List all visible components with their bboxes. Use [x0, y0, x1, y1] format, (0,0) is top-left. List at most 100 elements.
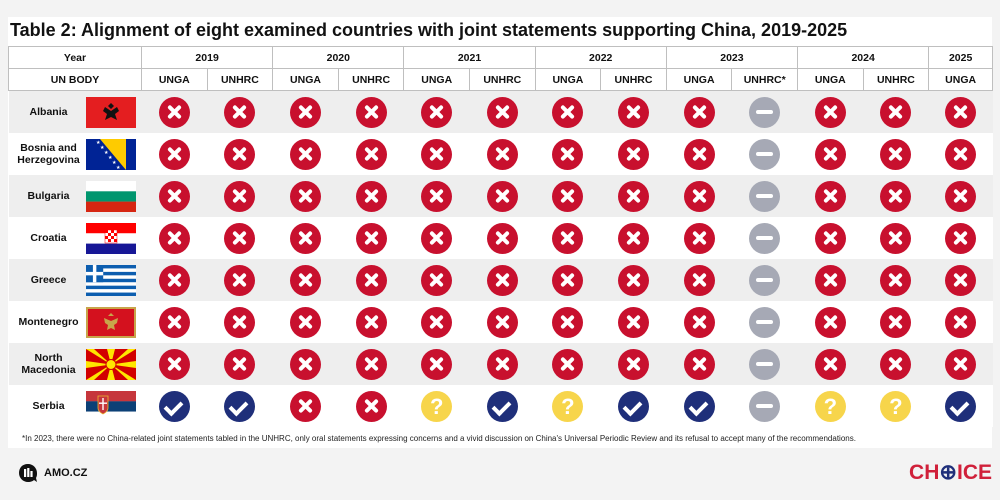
table-body: Albania Bosnia and Herzegovina ★ ★ ★ ★ ★ ★ Bulga…: [8, 90, 993, 427]
status-cell: [797, 175, 864, 217]
country-cell: Croatia: [8, 217, 142, 259]
red-x-icon: [618, 180, 649, 212]
svg-text:★: ★: [112, 160, 117, 166]
status-cell: [731, 217, 798, 259]
grey-minus-icon: [749, 222, 781, 254]
red-x-icon: [355, 96, 387, 128]
status-cell: [338, 259, 404, 301]
red-x-icon: [945, 222, 977, 254]
status-cell: [600, 301, 667, 343]
grey-minus-icon: [749, 180, 781, 212]
red-x-icon: [158, 264, 190, 296]
status-cell: [863, 301, 929, 343]
body-header-6: UNGA: [534, 68, 602, 91]
status-cell: [338, 175, 404, 217]
status-cell: [403, 217, 470, 259]
grey-minus-icon: [749, 306, 781, 338]
red-x-icon: [552, 96, 584, 128]
grey-minus-icon: [749, 264, 781, 296]
status-cell: [469, 301, 536, 343]
choice-logo-left: CH: [909, 461, 940, 484]
red-x-icon: [552, 306, 584, 338]
country-cell: Montenegro: [8, 301, 142, 343]
body-header-10: UNGA: [797, 68, 864, 91]
year-header-2025: 2025: [928, 46, 994, 69]
status-cell: [666, 343, 732, 385]
year-header-label: Year: [8, 46, 142, 69]
red-x-icon: [486, 96, 518, 128]
red-x-icon: [618, 138, 649, 170]
country-name: Greece: [30, 274, 67, 286]
table-row: Bulgaria: [8, 175, 993, 217]
red-x-icon: [683, 138, 715, 170]
red-x-icon: [814, 138, 846, 170]
status-cell: [863, 259, 929, 301]
red-x-icon: [945, 306, 977, 338]
status-cell: [928, 90, 993, 133]
body-header-7: UNHRC: [600, 68, 667, 91]
country-name: Serbia: [32, 400, 65, 412]
status-cell: [272, 343, 339, 385]
status-cell: [666, 133, 732, 175]
red-x-icon: [486, 348, 518, 380]
red-x-icon: [814, 306, 846, 338]
status-cell: [731, 259, 798, 301]
body-header-0: UNGA: [141, 68, 208, 91]
status-cell: [141, 343, 208, 385]
red-x-icon: [224, 138, 256, 170]
red-x-icon: [421, 264, 453, 296]
status-cell: [207, 259, 273, 301]
blue-check-icon: [618, 390, 649, 422]
red-x-icon: [290, 138, 321, 170]
yellow-question-icon: ?: [814, 390, 846, 422]
status-cell: [731, 90, 798, 133]
status-cell: [535, 175, 601, 217]
red-x-icon: [224, 348, 256, 380]
red-x-icon: [814, 348, 846, 380]
red-x-icon: [224, 180, 256, 212]
red-x-icon: [290, 222, 321, 254]
status-cell: [600, 133, 667, 175]
red-x-icon: [486, 264, 518, 296]
red-x-icon: [552, 348, 584, 380]
country-name: Montenegro: [18, 316, 79, 328]
status-cell: [469, 133, 536, 175]
red-x-icon: [355, 348, 387, 380]
status-cell: [207, 385, 273, 427]
body-header-12: UNGA: [928, 68, 994, 91]
status-cell: [469, 385, 536, 427]
red-x-icon: [683, 96, 715, 128]
red-x-icon: [945, 264, 977, 296]
status-cell: [338, 385, 404, 427]
status-cell: [469, 217, 536, 259]
choice-logo-mid: ⊕: [939, 461, 957, 484]
status-cell: [731, 385, 798, 427]
year-header-2022: 2022: [534, 46, 667, 69]
alignment-table: Year 2019 2020 2021 2022 2023 2024 2025 UN BOD…: [8, 46, 994, 427]
status-cell: [863, 217, 929, 259]
choice-logo[interactable]: CH⊕ICE: [909, 460, 992, 485]
status-cell: [600, 385, 667, 427]
year-header-row: Year 2019 2020 2021 2022 2023 2024 2025: [8, 46, 994, 69]
status-cell: [600, 175, 667, 217]
red-x-icon: [618, 222, 649, 254]
grey-minus-icon: [749, 138, 781, 170]
status-cell: [338, 133, 404, 175]
status-cell: [928, 259, 993, 301]
table-row: Serbia????: [8, 385, 993, 427]
table-row: Croatia: [8, 217, 993, 259]
status-cell: [403, 175, 470, 217]
red-x-icon: [880, 348, 912, 380]
red-x-icon: [290, 306, 321, 338]
red-x-icon: [158, 222, 190, 254]
bulgaria-flag: [85, 180, 136, 212]
body-header-row: UN BODY UNGA UNHRC UNGA UNHRC UNGA UNHRC UNGA U…: [8, 68, 994, 91]
blue-check-icon: [945, 390, 977, 422]
red-x-icon: [486, 222, 518, 254]
status-cell: [535, 217, 601, 259]
amo-logo[interactable]: AMO.CZ: [18, 463, 87, 483]
status-cell: [272, 175, 339, 217]
red-x-icon: [224, 264, 256, 296]
red-x-icon: [224, 222, 256, 254]
status-cell: [666, 175, 732, 217]
